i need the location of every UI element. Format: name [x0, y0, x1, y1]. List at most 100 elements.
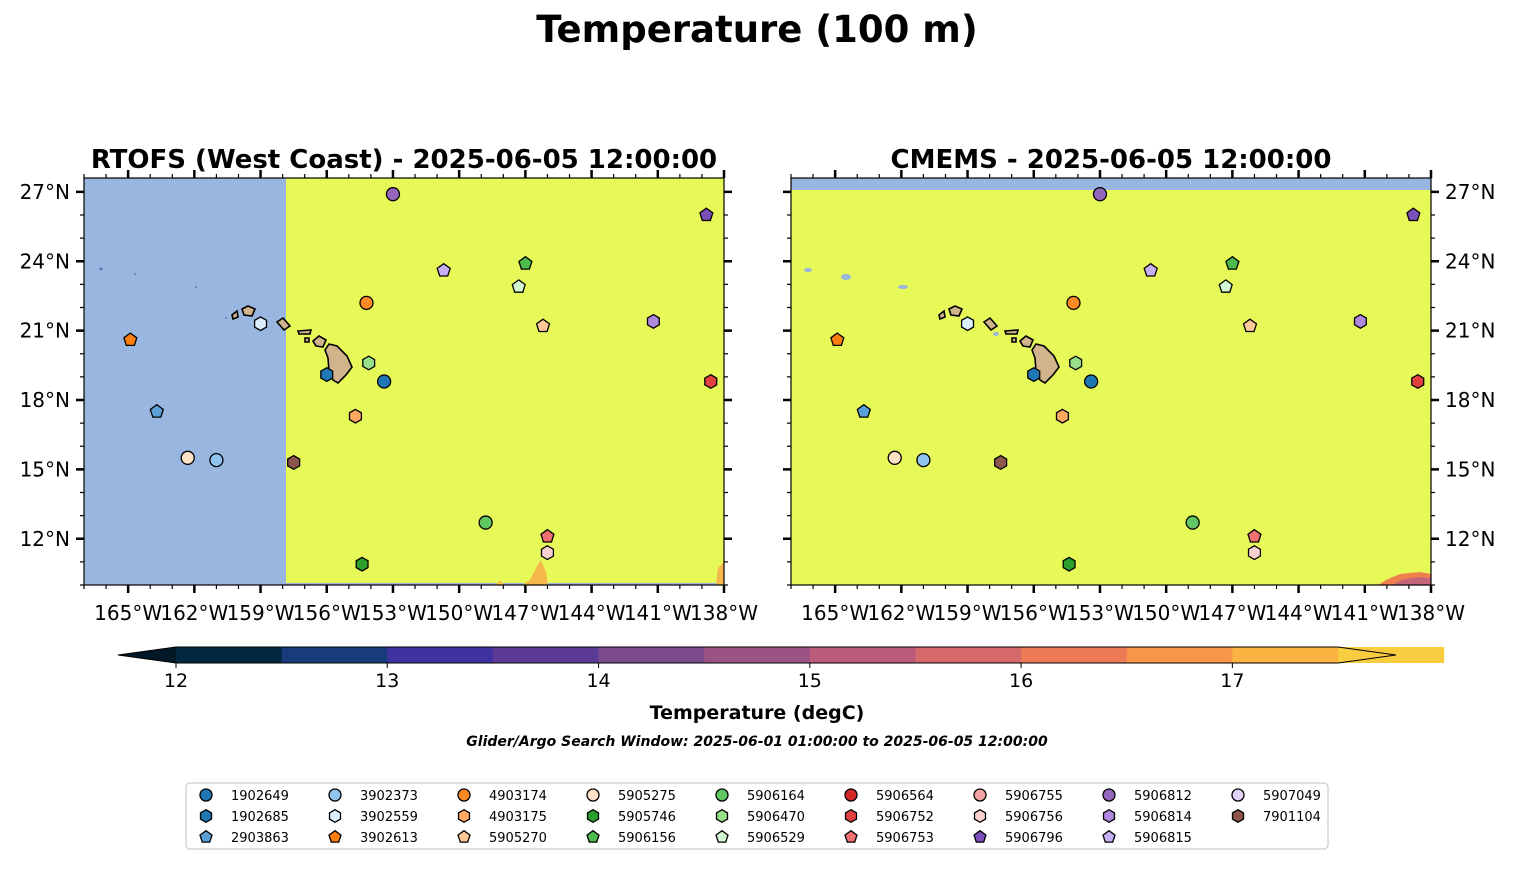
colorbar-tick-label: 16	[1009, 670, 1033, 692]
legend-label: 4903175	[489, 810, 547, 825]
legend-label: 5906753	[876, 831, 934, 846]
float-marker-5906814	[1353, 313, 1367, 329]
legend-marker	[199, 808, 213, 824]
x-tick-label: 159°W	[227, 601, 295, 625]
float-marker-7901104	[994, 454, 1008, 471]
colorbar-tick-label: 14	[586, 670, 610, 692]
legend-item-5906564: 5906564	[844, 788, 934, 804]
rtofs-float-markers	[123, 187, 718, 572]
float-marker-5906796	[699, 207, 714, 222]
legend-label: 5906814	[1134, 810, 1192, 825]
island-molokai	[296, 329, 313, 335]
legend-marker	[1102, 788, 1116, 802]
legend-item-1902649: 1902649	[199, 788, 289, 804]
legend-marker	[973, 829, 987, 843]
float-marker-5906529	[1218, 279, 1233, 293]
y-tick-label: 27°N	[20, 180, 70, 204]
legend-marker	[1231, 788, 1245, 802]
colorbar-bin	[1021, 647, 1128, 663]
float-marker-4903174	[1066, 295, 1081, 311]
colorbar-tick-label: 17	[1220, 670, 1244, 692]
x-tick-label: 138°W	[690, 601, 758, 625]
legend-item-5905746: 5905746	[586, 808, 676, 825]
legend-label: 5906796	[1005, 831, 1063, 846]
float-marker-1902649	[376, 374, 392, 389]
legend-label: 5906756	[1005, 810, 1063, 825]
legend-label: 5907049	[1263, 789, 1321, 804]
float-marker-3902559	[960, 316, 975, 332]
search-window-note: Glider/Argo Search Window: 2025-06-01 01…	[466, 734, 1048, 750]
island-lanai	[1011, 337, 1017, 343]
cmems-temperature-field	[791, 178, 1431, 585]
cmems-panel-title: CMEMS - 2025-06-05 12:00:00	[891, 145, 1332, 175]
legend-marker	[586, 808, 600, 824]
legend-label: 1902685	[231, 810, 289, 825]
legend-label: 5905275	[618, 789, 676, 804]
y-tick-label: 15°N	[1445, 457, 1495, 481]
island-kauai	[241, 305, 257, 317]
float-marker-5906812	[385, 187, 401, 202]
float-marker-5906752	[1411, 373, 1425, 390]
legend-marker	[1231, 808, 1245, 824]
float-marker-1902649	[1083, 374, 1099, 389]
rtofs-cool-patch	[522, 560, 548, 585]
legend-marker	[973, 788, 987, 802]
figure-title: Temperature (100 m)	[536, 8, 978, 51]
cmems-panel: CMEMS - 2025-06-05 12:00:00 165°W	[783, 145, 1495, 625]
x-tick-label: 144°W	[1265, 601, 1333, 625]
cmems-masked-top	[791, 178, 1431, 190]
legend-items: 1902649 1902685 2903863 3902373 3902559 39026…	[199, 788, 1321, 846]
island-niihau	[231, 309, 239, 321]
x-tick-label: 150°W	[425, 601, 493, 625]
y-tick-label: 18°N	[20, 388, 70, 412]
legend-marker	[328, 788, 342, 802]
legend-frame	[185, 782, 1329, 850]
float-marker-2903863	[856, 403, 872, 418]
island-oahu	[275, 316, 292, 332]
legend-label: 5906812	[1134, 789, 1192, 804]
x-tick-label: 165°W	[94, 601, 162, 625]
y-tick-label: 12°N	[20, 527, 70, 551]
legend-item-5906156: 5906156	[586, 829, 676, 846]
colorbar-tick-label: 12	[164, 670, 188, 692]
x-tick-label: 150°W	[1132, 601, 1200, 625]
float-marker-5906156	[518, 255, 533, 270]
legend-label: 3902613	[360, 831, 418, 846]
float-marker-4903174	[359, 295, 374, 311]
float-marker-5906753	[540, 528, 555, 543]
legend-item-5906756: 5906756	[973, 808, 1063, 825]
y-tick-label: 12°N	[1445, 527, 1495, 551]
legend-item-5906470: 5906470	[715, 808, 805, 825]
legend-marker	[586, 829, 600, 843]
x-tick-label: 165°W	[801, 601, 869, 625]
float-marker-3902613	[123, 332, 138, 347]
rtofs-temperature-field	[286, 178, 724, 585]
legend-item-1902685: 1902685	[199, 808, 289, 825]
float-marker-1902685	[1027, 366, 1041, 383]
rtofs-axes: 165°W162°W159°W156°W153°W150°W147°W144°W…	[20, 170, 758, 625]
legend-item-5906529: 5906529	[715, 829, 805, 846]
island-molokai	[1003, 329, 1020, 335]
legend-item-4903175: 4903175	[457, 808, 547, 825]
x-tick-label: 138°W	[1397, 601, 1465, 625]
float-marker-5906814	[646, 313, 660, 329]
legend-item-5907049: 5907049	[1231, 788, 1321, 804]
float-marker-5906470	[1069, 355, 1083, 371]
legend-item-3902559: 3902559	[328, 808, 418, 825]
float-marker-5906470	[362, 355, 376, 371]
colorbar-bin	[704, 647, 811, 663]
x-tick-label: 144°W	[558, 601, 626, 625]
rtofs-cool-patch-2	[495, 580, 504, 585]
island-niihau	[938, 309, 946, 321]
legend-marker	[328, 829, 342, 843]
rtofs-cool-patch-3	[716, 562, 724, 585]
rtofs-plot-frame	[83, 177, 725, 586]
legend-label: 5906564	[876, 789, 934, 804]
colorbar-tick-label: 15	[798, 670, 822, 692]
legend-label: 5906164	[747, 789, 805, 804]
colorbar-bin	[281, 647, 388, 663]
legend-item-5906812: 5906812	[1102, 788, 1192, 804]
float-marker-4903175	[348, 408, 363, 424]
float-marker-7901104	[287, 454, 301, 471]
